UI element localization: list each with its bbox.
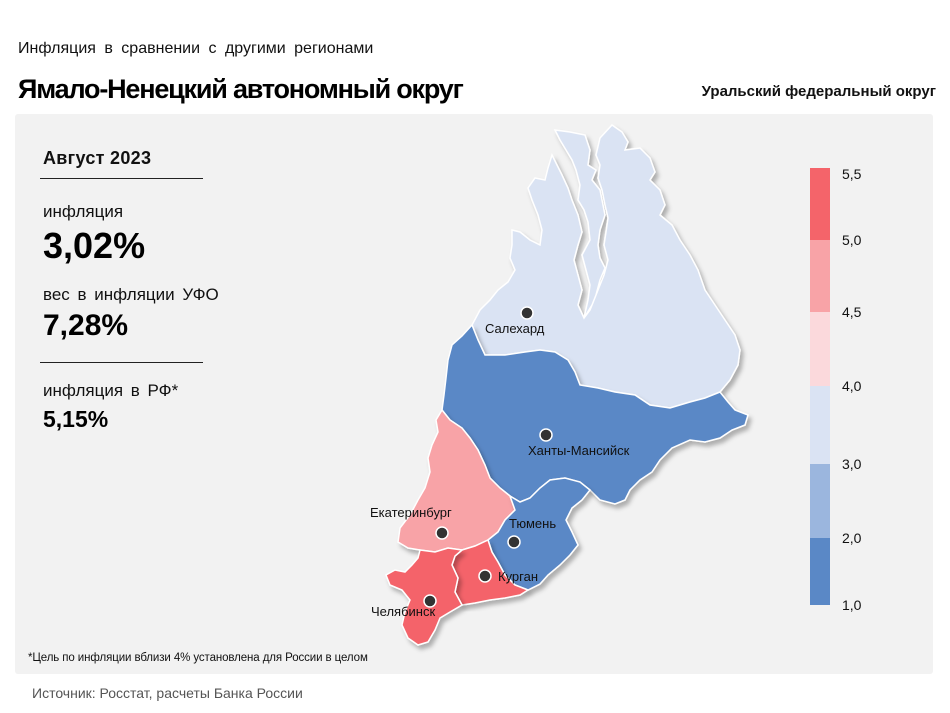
region-chelyabinsk[interactable] [385, 547, 464, 646]
weight-label: вес в инфляции УФО [43, 285, 219, 304]
city-yekaterinburg: Екатеринбург [370, 505, 452, 540]
legend-segment [810, 464, 830, 538]
city-tyumen: Тюмень [507, 516, 556, 549]
city-khanty-mansiysk: Ханты-Мансийск [528, 428, 630, 458]
svg-text:Тюмень: Тюмень [509, 516, 556, 531]
rf-inflation-value: 5,15% [43, 406, 109, 432]
svg-text:Челябинск: Челябинск [371, 604, 435, 619]
divider [40, 362, 203, 363]
legend-segment [810, 168, 830, 240]
city-salekhard: Салехард [485, 306, 545, 336]
page-title: Ямало-Ненецкий автономный округ [18, 74, 464, 104]
source-note: Источник: Росстат, расчеты Банка России [32, 685, 303, 701]
legend-segment [810, 312, 830, 386]
footnote: *Цель по инфляции вблизи 4% установлена … [28, 652, 368, 664]
color-legend [810, 168, 830, 605]
city-chelyabinsk: Челябинск [371, 594, 437, 619]
legend-tick-label: 4,5 [842, 304, 862, 320]
inflation-value: 3,02% [43, 225, 146, 266]
svg-text:Екатеринбург: Екатеринбург [370, 505, 452, 520]
divider [40, 178, 203, 179]
legend-tick-label: 3,0 [842, 456, 862, 472]
svg-text:Курган: Курган [498, 569, 538, 584]
weight-value: 7,28% [43, 309, 129, 342]
legend-tick-label: 2,0 [842, 530, 862, 546]
legend-segment [810, 538, 830, 605]
svg-text:Салехард: Салехард [485, 321, 545, 336]
svg-text:Ханты-Мансийск: Ханты-Мансийск [528, 443, 630, 458]
legend-tick-label: 5,0 [842, 232, 862, 248]
inflation-label: инфляция [43, 202, 124, 221]
page-subtitle: Инфляция в сравнении с другими регионами [18, 40, 374, 57]
city-kurgan: Курган [478, 569, 538, 584]
legend-tick-label: 5,5 [842, 166, 862, 182]
legend-segment [810, 386, 830, 464]
legend-tick-label: 4,0 [842, 378, 862, 394]
legend-segment [810, 240, 830, 312]
period-label: Август 2023 [43, 148, 152, 168]
legend-tick-label: 1,0 [842, 597, 862, 613]
region-yamalo-nenets[interactable] [471, 124, 741, 409]
rf-inflation-label: инфляция в РФ* [43, 381, 179, 400]
federal-district-label: Уральский федеральный округ [701, 83, 936, 100]
